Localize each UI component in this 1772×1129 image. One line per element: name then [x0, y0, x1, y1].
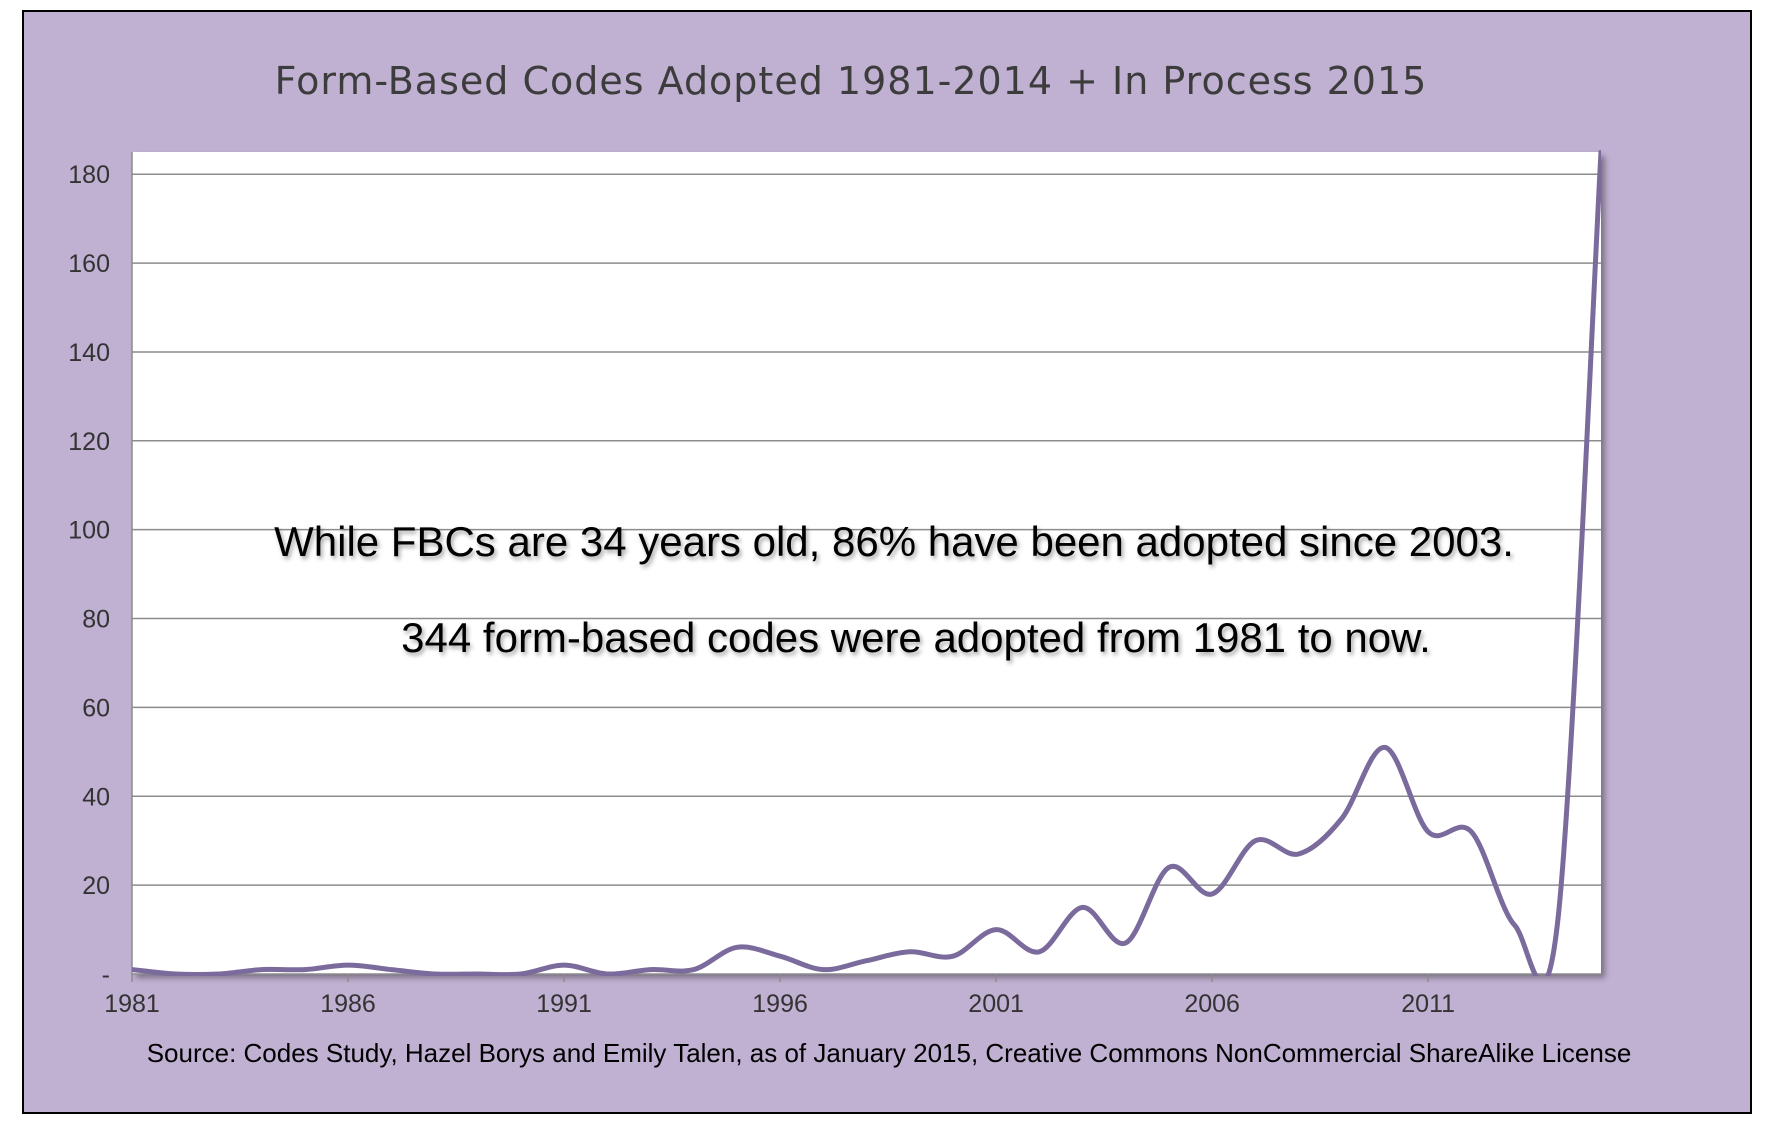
y-tick-label: 100 — [68, 517, 110, 545]
x-tick-label: 1991 — [536, 990, 592, 1018]
y-tick-label: - — [102, 961, 110, 989]
line-chart: Form-Based Codes Adopted 1981-2014 + In … — [68, 59, 1632, 1068]
data-point-1993 — [647, 967, 653, 973]
data-point-1986 — [345, 962, 351, 968]
data-point-1994 — [691, 967, 697, 973]
chart-title: Form-Based Codes Adopted 1981-2014 + In … — [275, 59, 1428, 103]
data-point-1999 — [907, 949, 913, 955]
data-point-2001 — [993, 927, 999, 933]
data-point-1981 — [129, 967, 135, 973]
x-tick-label: 2001 — [968, 990, 1024, 1018]
y-tick-label: 40 — [82, 783, 110, 811]
data-point-1987 — [388, 967, 394, 973]
data-point-2005 — [1166, 864, 1172, 870]
x-axis-ticks: 1981 1986 1991 1996 2001 2006 2011 — [104, 974, 1455, 1018]
x-tick-label: 1986 — [320, 990, 376, 1018]
data-point-2011 — [1425, 829, 1431, 835]
annotation-adoption-share: While FBCs are 34 years old, 86% have be… — [274, 518, 1514, 565]
source-credit: Source: Codes Study, Hazel Borys and Emi… — [147, 1038, 1632, 1068]
data-point-2003 — [1080, 904, 1086, 910]
data-point-1991 — [561, 962, 567, 968]
data-point-2004 — [1123, 940, 1129, 946]
y-tick-label: 60 — [82, 694, 110, 722]
data-point-1983 — [215, 971, 221, 977]
x-tick-label: 2006 — [1184, 990, 1240, 1018]
data-point-2010 — [1382, 744, 1388, 750]
plot-area — [132, 152, 1601, 974]
chart-frame: Form-Based Codes Adopted 1981-2014 + In … — [22, 10, 1752, 1114]
data-point-1992 — [604, 971, 610, 977]
y-axis-ticks: - 20 40 60 80 100 120 140 160 180 — [68, 161, 110, 989]
series-line-group — [129, 149, 1604, 977]
data-point-2002 — [1036, 949, 1042, 955]
y-tick-label: 80 — [82, 606, 110, 634]
y-tick-label: 180 — [68, 161, 110, 189]
x-tick-label: 1981 — [104, 990, 160, 1018]
data-point-2006 — [1209, 891, 1215, 897]
y-tick-label: 160 — [68, 250, 110, 278]
data-point-2012 — [1468, 829, 1474, 835]
data-point-2000 — [950, 953, 956, 959]
data-point-1982 — [172, 971, 178, 977]
x-tick-label: 2011 — [1401, 990, 1455, 1018]
data-point-1995 — [734, 944, 740, 950]
data-point-1984 — [259, 967, 265, 973]
data-point-1988 — [431, 971, 437, 977]
data-point-2014 — [1555, 918, 1561, 924]
data-point-1998 — [864, 958, 870, 964]
data-point-2008 — [1296, 851, 1302, 857]
data-point-1997 — [820, 967, 826, 973]
series-line — [132, 150, 1601, 976]
y-tick-label: 140 — [68, 339, 110, 367]
y-tick-label: 120 — [68, 428, 110, 456]
annotation-total-count: 344 form-based codes were adopted from 1… — [401, 614, 1431, 661]
gridlines — [131, 152, 1601, 975]
data-point-2007 — [1252, 838, 1258, 844]
data-point-2013 — [1512, 922, 1518, 928]
data-point-1985 — [302, 967, 308, 973]
data-point-2015 — [1598, 149, 1604, 155]
data-point-1989 — [475, 971, 481, 977]
data-point-1996 — [777, 953, 783, 959]
x-tick-label: 1996 — [752, 990, 808, 1018]
data-point-1990 — [518, 971, 524, 977]
data-point-2009 — [1339, 815, 1345, 821]
y-tick-label: 20 — [82, 872, 110, 900]
